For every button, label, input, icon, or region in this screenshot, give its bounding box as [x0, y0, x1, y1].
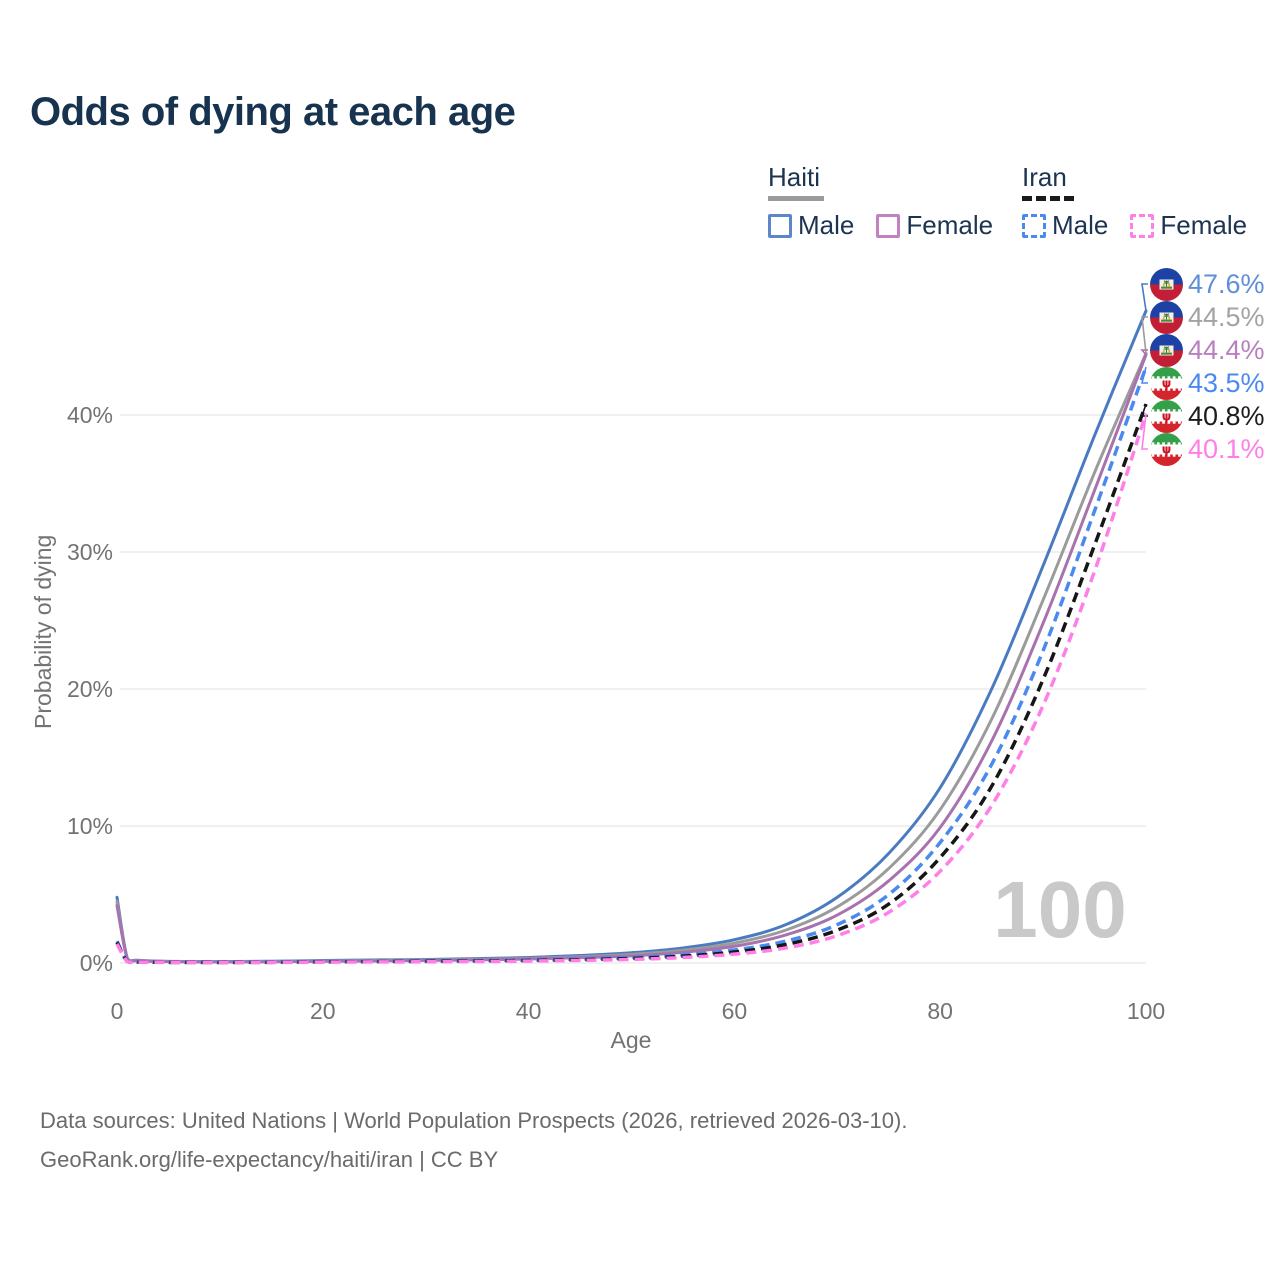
series-line-haiti-male	[115, 309, 1148, 964]
end-label-iran-both-sexes: ψ 40.8%	[1150, 399, 1265, 433]
y-tick-label: 40%	[66, 402, 113, 428]
label-connector	[1141, 413, 1148, 450]
y-tick-label: 10%	[66, 813, 113, 839]
end-label-iran-female: ψ 40.1%	[1150, 432, 1265, 466]
x-tick-label: 100	[1126, 998, 1166, 1024]
x-axis-title: Age	[610, 1027, 652, 1053]
haiti-flag-icon	[1150, 333, 1183, 367]
x-tick-label: 80	[927, 998, 953, 1024]
checkbox-iran-male[interactable]	[1022, 213, 1046, 238]
end-label-value: 40.8%	[1188, 400, 1265, 431]
y-axis-title: Probability of dying	[30, 534, 56, 729]
x-tick-label: 60	[721, 998, 748, 1024]
end-label-value: 40.1%	[1188, 433, 1265, 464]
checkbox-haiti-female[interactable]	[876, 213, 901, 238]
x-tick-label: 0	[110, 998, 124, 1024]
y-tick-label: 30%	[66, 539, 113, 565]
iran-flag-icon: ψ	[1150, 432, 1183, 466]
x-tick-label: 20	[310, 998, 336, 1024]
legend-toggle-iran-male[interactable]: Male	[1022, 210, 1108, 241]
footer-sources: Data sources: United Nations | World Pop…	[40, 1108, 908, 1133]
legend-toggle-iran-female[interactable]: Female	[1130, 210, 1247, 241]
label-connector	[1141, 283, 1148, 311]
y-tick-label: 20%	[66, 676, 113, 702]
svg-text:ψ: ψ	[1162, 409, 1172, 423]
end-label-value: 44.4%	[1188, 334, 1265, 365]
iran-flag-icon: ψ	[1150, 366, 1183, 400]
legend-group-haiti: Haiti Male Female	[768, 162, 993, 241]
end-label-value: 47.6%	[1188, 268, 1265, 299]
legend-group-iran: Iran Male Female	[1022, 162, 1247, 241]
age-counter-watermark: 100	[993, 865, 1127, 954]
label-connector	[1141, 316, 1148, 354]
label-connector	[1140, 349, 1148, 356]
legend-toggle-haiti-male[interactable]: Male	[768, 210, 854, 241]
iran-line-style-key	[1022, 196, 1074, 201]
checkbox-iran-female[interactable]	[1130, 213, 1155, 238]
iran-flag-icon: ψ	[1150, 399, 1183, 433]
haiti-flag-icon	[1150, 267, 1183, 301]
end-label-value: 44.5%	[1188, 301, 1265, 332]
label-connector	[1140, 366, 1148, 384]
haiti-line-style-key	[768, 196, 824, 201]
haiti-flag-icon	[1150, 300, 1183, 334]
end-label-haiti-female: 44.4%	[1150, 333, 1265, 367]
legend-country-haiti: Haiti	[768, 162, 821, 192]
legend-country-iran: Iran	[1022, 162, 1067, 192]
series-line-iran-female	[115, 413, 1148, 965]
svg-text:ψ: ψ	[1162, 442, 1172, 456]
end-label-haiti-male: 47.6%	[1150, 267, 1265, 301]
y-tick-label: 0%	[79, 950, 113, 976]
end-label-value: 43.5%	[1188, 367, 1265, 398]
footer-attribution: GeoRank.org/life-expectancy/haiti/iran |…	[40, 1147, 499, 1172]
end-label-iran-male: ψ 43.5%	[1150, 366, 1265, 400]
end-label-haiti-both-sexes: 44.5%	[1150, 300, 1265, 334]
chart-title: Odds of dying at each age	[30, 90, 516, 134]
svg-text:ψ: ψ	[1162, 376, 1172, 390]
x-tick-label: 40	[515, 998, 542, 1024]
legend-toggle-haiti-female[interactable]: Female	[876, 210, 993, 241]
checkbox-haiti-male[interactable]	[768, 213, 792, 238]
